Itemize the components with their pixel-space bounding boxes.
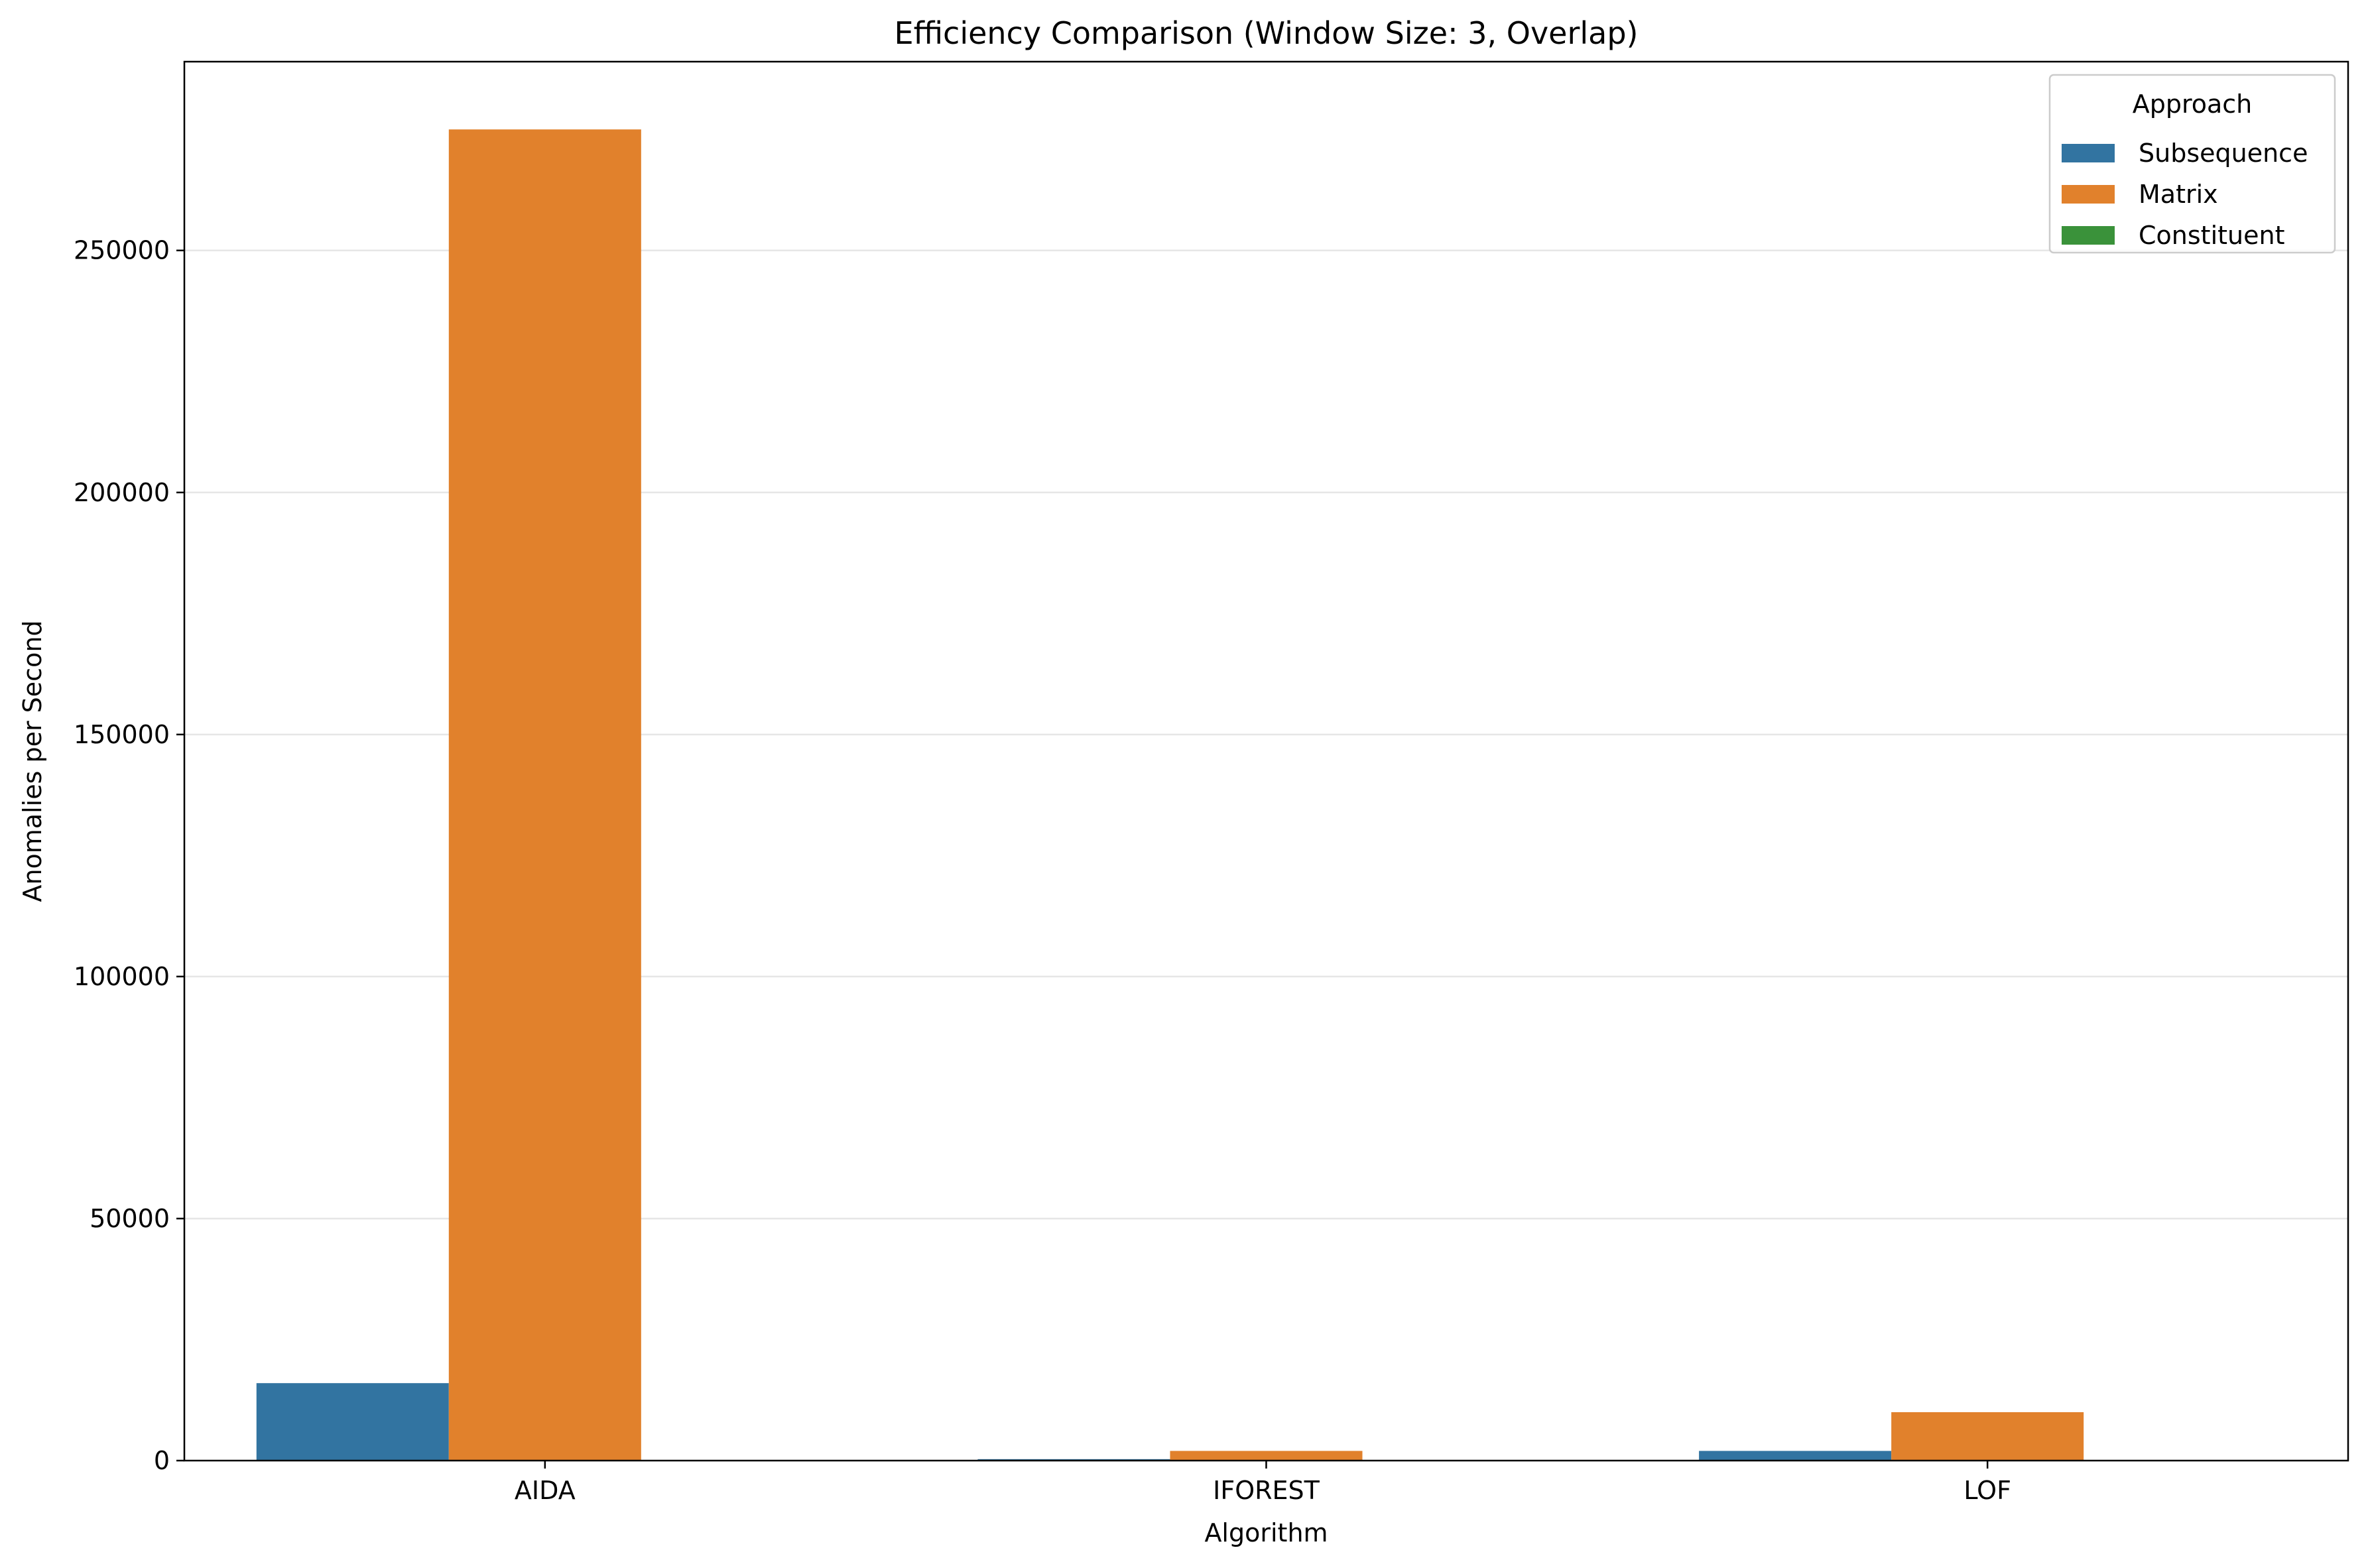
legend-swatch-matrix [2062,185,2115,204]
chart-title: Efficiency Comparison (Window Size: 3, O… [895,15,1639,51]
y-tick-label: 0 [154,1446,170,1475]
legend-label-matrix: Matrix [2139,180,2218,209]
legend-label-constituent: Constituent [2139,221,2284,250]
x-axis-label: Algorithm [1204,1518,1328,1547]
legend-box [2048,74,2336,254]
legend: Approach Subsequence Matrix Constituent [2048,74,2336,254]
bar-matrix-lof [1891,1412,2084,1461]
bar-matrix-aida [448,129,641,1461]
bar-matrix-iforest [1170,1451,1363,1461]
legend-swatch-constituent [2062,226,2115,245]
ticks: 0 50000 100000 150000 200000 250000 AIDA IFORES… [74,236,2011,1505]
x-tick-label: AIDA [515,1476,576,1505]
x-tick-label: IFOREST [1213,1476,1320,1505]
y-tick-label: 50000 [90,1204,170,1233]
bars [256,129,2084,1461]
y-tick-label: 150000 [74,720,170,749]
x-tick-label: LOF [1963,1476,2011,1505]
y-tick-label: 100000 [74,962,170,991]
y-tick-label: 250000 [74,236,170,265]
legend-label-subsequence: Subsequence [2139,139,2308,168]
bar-subsequence-lof [1699,1451,1892,1461]
bar-subsequence-aida [256,1383,449,1461]
y-tick-label: 200000 [74,478,170,507]
legend-items: Subsequence Matrix Constituent [2062,139,2308,250]
legend-swatch-subsequence [2062,144,2115,162]
legend-title: Approach [2133,90,2253,119]
y-axis-label: Anomalies per Second [18,620,47,902]
